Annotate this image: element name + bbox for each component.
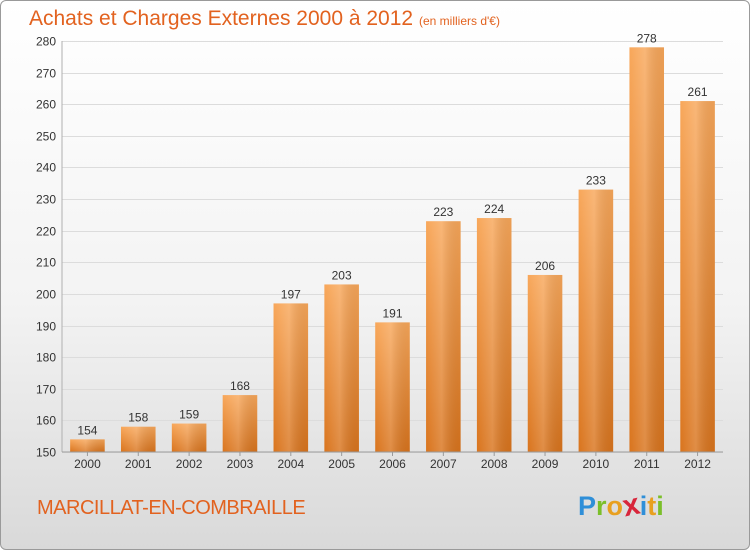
bar-shine	[426, 221, 461, 452]
y-tick-label: 200	[36, 288, 56, 302]
data-label: 168	[230, 379, 250, 393]
data-label: 223	[433, 205, 453, 219]
y-tick-label: 220	[36, 225, 56, 239]
chart-subtitle: (en milliers d'€)	[419, 14, 500, 28]
data-label: 224	[484, 202, 504, 216]
x-axis: 2000 2001 2002 2003 2004 2005 2006 2007 2008 2009…	[74, 452, 711, 471]
bar-shine	[680, 101, 715, 453]
logo-letter: r	[596, 491, 607, 521]
x-tick-label: 2000	[74, 457, 101, 471]
x-tick-label: 2005	[328, 457, 355, 471]
data-label: 203	[332, 268, 352, 282]
y-tick-label: 250	[36, 130, 56, 144]
logo-letter: i	[639, 491, 648, 521]
bar-shine	[324, 284, 359, 452]
bar-shine	[375, 322, 410, 452]
data-label: 154	[77, 423, 97, 437]
y-tick-label: 240	[36, 161, 56, 175]
x-tick-label: 2012	[684, 457, 711, 471]
x-tick-label: 2009	[532, 457, 559, 471]
data-label: 158	[128, 411, 148, 425]
x-tick-label: 2007	[430, 457, 457, 471]
y-tick-label: 210	[36, 256, 56, 270]
data-label: 197	[281, 287, 301, 301]
bar-shine	[120, 426, 156, 452]
data-label: 278	[637, 31, 657, 45]
logo-letter: t	[647, 491, 657, 521]
bar-shine	[222, 395, 258, 452]
x-tick-label: 2001	[125, 457, 152, 471]
x-tick-label: 2003	[227, 457, 254, 471]
x-tick-label: 2006	[379, 457, 406, 471]
bar-shine	[70, 439, 105, 452]
y-tick-label: 270	[36, 67, 56, 81]
y-tick-label: 230	[36, 193, 56, 207]
data-label: 206	[535, 259, 555, 273]
bar-shine	[171, 423, 207, 452]
bars: 154 158 159 168 197 203 191 223 224 206 233 278 261	[70, 31, 715, 453]
logo-letter: P	[578, 491, 597, 521]
chart-title: Achats et Charges Externes 2000 à 2012	[29, 7, 414, 30]
x-tick-label: 2002	[176, 457, 203, 471]
data-label: 159	[179, 408, 199, 422]
logo-letter: i	[656, 491, 664, 521]
data-label: 191	[382, 306, 402, 320]
x-tick-label: 2004	[277, 457, 304, 471]
x-tick-label: 2011	[634, 457, 660, 471]
commune-name: MARCILLAT-EN-COMBRAILLE	[37, 497, 306, 519]
proxiti-logo: Proxiti	[578, 488, 664, 524]
bar-shine	[273, 303, 309, 452]
y-tick-label: 190	[36, 320, 56, 334]
data-label: 261	[688, 85, 708, 99]
y-tick-label: 280	[36, 35, 56, 49]
y-tick-label: 260	[36, 98, 56, 112]
bar-shine	[527, 274, 563, 452]
data-label: 233	[586, 174, 606, 188]
y-axis: 150 160 170 180 190 200 210 220 230 240 250 260 270 2…	[36, 35, 56, 460]
y-tick-label: 180	[36, 351, 56, 365]
bar-shine	[578, 189, 614, 453]
logo-letter: o	[606, 491, 624, 521]
x-tick-label: 2008	[481, 457, 508, 471]
y-tick-label: 150	[36, 446, 56, 460]
y-tick-label: 160	[36, 414, 56, 428]
bar-shine	[476, 218, 512, 452]
bar-shine	[629, 47, 665, 452]
x-tick-label: 2010	[583, 457, 610, 471]
y-tick-label: 170	[36, 383, 56, 397]
